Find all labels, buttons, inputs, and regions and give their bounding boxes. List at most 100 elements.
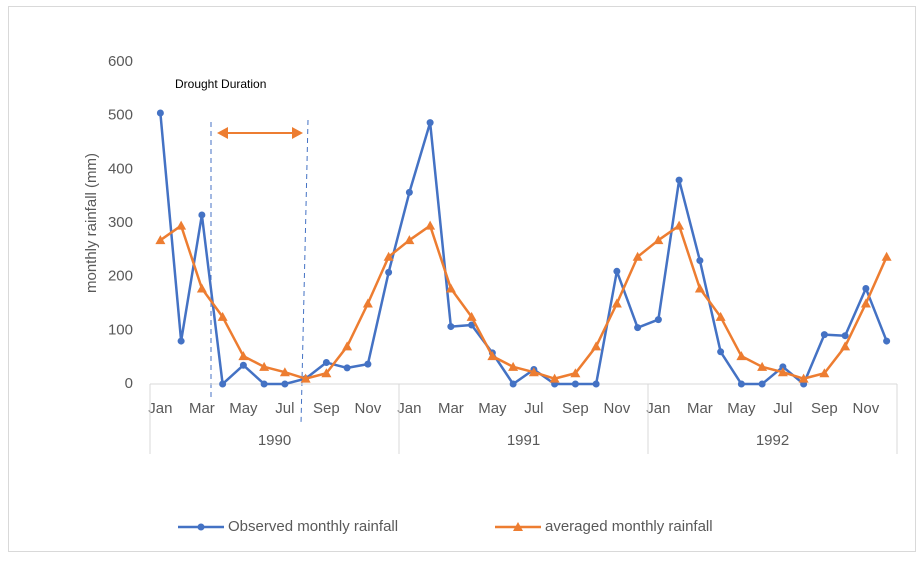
x-tick-label: Jan: [646, 400, 670, 417]
point-marker: [509, 380, 517, 388]
point-marker: [862, 284, 870, 292]
y-tick-label: 200: [108, 268, 133, 285]
point-marker: [881, 251, 892, 261]
point-marker: [487, 351, 498, 361]
x-tick-label: Jul: [773, 400, 792, 417]
annotation: Drought Duration: [175, 77, 266, 91]
x-tick-label: Mar: [438, 400, 464, 417]
point-marker: [758, 380, 766, 388]
point-marker: [466, 311, 477, 321]
group-label: 1992: [756, 432, 789, 449]
point-marker: [715, 311, 726, 321]
point-marker: [632, 251, 643, 261]
point-marker: [570, 368, 581, 378]
point-marker: [362, 298, 373, 308]
x-tick-label: Jul: [524, 400, 543, 417]
point-marker: [197, 523, 205, 531]
point-marker: [841, 332, 849, 340]
point-marker: [737, 380, 745, 388]
y-tick-label: 0: [125, 375, 133, 392]
x-tick-label: Mar: [189, 400, 215, 417]
point-marker: [528, 367, 539, 377]
group-label: 1991: [507, 432, 540, 449]
point-marker: [425, 220, 436, 230]
point-marker: [300, 373, 311, 383]
point-marker: [322, 359, 330, 367]
point-marker: [217, 311, 228, 321]
point-marker: [694, 283, 705, 293]
point-marker: [405, 188, 413, 196]
point-marker: [513, 522, 523, 531]
point-marker: [717, 348, 725, 356]
point-marker: [798, 373, 809, 383]
point-marker: [447, 323, 455, 331]
point-marker: [779, 363, 787, 371]
point-marker: [445, 283, 456, 293]
point-marker: [571, 380, 579, 388]
y-tick-label: 500: [108, 107, 133, 124]
y-axis-label: monthly rainfall (mm): [83, 153, 100, 293]
point-marker: [508, 361, 519, 371]
point-marker: [343, 364, 351, 372]
point-marker: [364, 360, 372, 368]
point-marker: [281, 380, 289, 388]
point-marker: [549, 373, 560, 383]
point-marker: [198, 211, 206, 219]
point-marker: [239, 361, 247, 369]
point-marker: [155, 235, 166, 245]
point-marker: [259, 361, 270, 371]
point-marker: [840, 341, 851, 351]
y-tick-label: 400: [108, 160, 133, 177]
point-marker: [613, 267, 621, 275]
point-marker: [177, 337, 185, 345]
x-tick-label: Jan: [148, 400, 172, 417]
point-marker: [634, 324, 642, 332]
point-marker: [757, 361, 768, 371]
x-tick-label: Sep: [811, 400, 838, 417]
point-marker: [883, 337, 891, 345]
point-marker: [674, 220, 685, 230]
point-marker: [611, 298, 622, 308]
point-marker: [176, 220, 187, 230]
point-marker: [238, 351, 249, 361]
point-marker: [468, 321, 476, 329]
legend-label: Observed monthly rainfall: [228, 518, 398, 535]
x-tick-label: Mar: [687, 400, 713, 417]
point-marker: [696, 257, 704, 265]
point-marker: [736, 351, 747, 361]
point-marker: [592, 380, 600, 388]
point-marker: [591, 341, 602, 351]
arrow-head: [217, 127, 228, 139]
point-marker: [279, 367, 290, 377]
arrow-head: [292, 127, 303, 139]
point-marker: [342, 341, 353, 351]
y-tick-label: 300: [108, 214, 133, 231]
point-marker: [321, 368, 332, 378]
point-marker: [219, 380, 227, 388]
chart-border: [8, 6, 916, 552]
point-marker: [385, 268, 393, 276]
point-marker: [819, 368, 830, 378]
point-marker: [653, 235, 664, 245]
drought-end-line: [300, 119, 309, 425]
point-marker: [654, 316, 662, 324]
x-tick-label: Nov: [355, 400, 382, 417]
x-tick-label: May: [229, 400, 258, 417]
x-tick-label: Jul: [275, 400, 294, 417]
x-tick-label: May: [727, 400, 756, 417]
legend-label: averaged monthly rainfall: [545, 518, 713, 535]
y-tick-label: 100: [108, 321, 133, 338]
x-tick-label: Sep: [313, 400, 340, 417]
point-marker: [260, 380, 268, 388]
point-marker: [675, 176, 683, 184]
x-tick-label: Nov: [604, 400, 631, 417]
point-marker: [383, 251, 394, 261]
x-tick-label: Jan: [397, 400, 421, 417]
point-marker: [196, 283, 207, 293]
group-label: 1990: [258, 432, 291, 449]
x-tick-label: Nov: [853, 400, 880, 417]
y-tick-label: 600: [108, 53, 133, 70]
point-marker: [860, 298, 871, 308]
